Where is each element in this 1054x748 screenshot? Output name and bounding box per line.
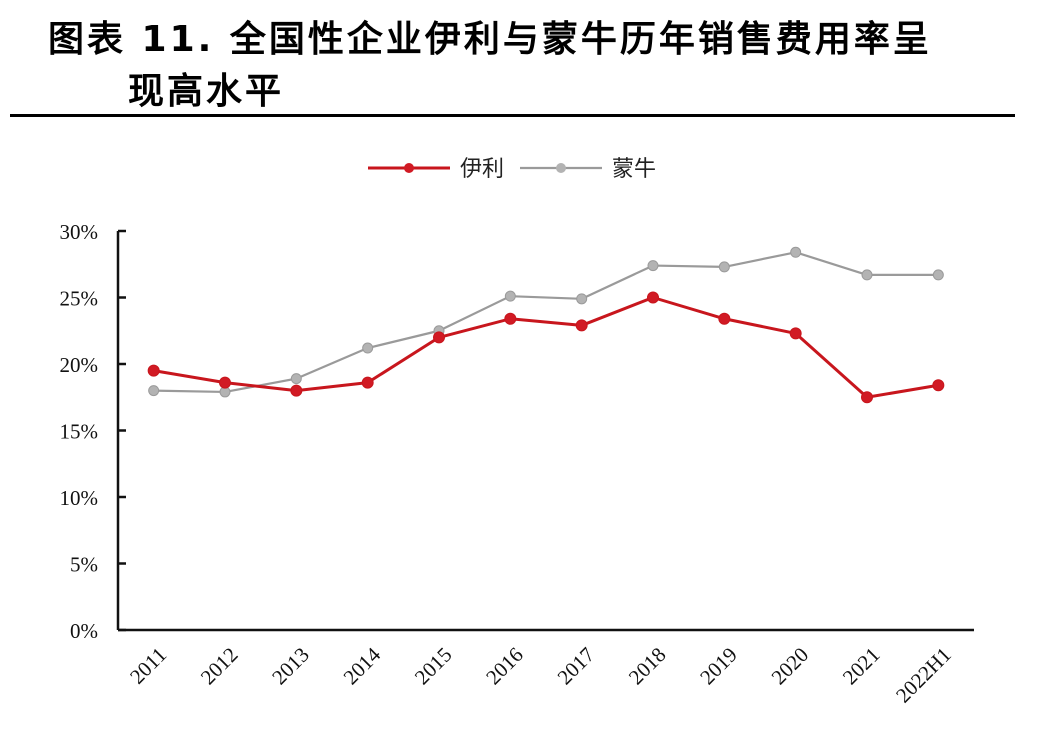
x-tick-label: 2015 bbox=[410, 643, 457, 690]
data-point bbox=[575, 319, 588, 332]
x-tick-label: 2011 bbox=[125, 643, 171, 689]
data-point bbox=[718, 261, 730, 273]
series-line bbox=[153, 251, 939, 394]
y-tick-label: 15% bbox=[60, 420, 99, 444]
y-tick-label: 30% bbox=[60, 220, 99, 244]
data-point bbox=[861, 391, 873, 404]
data-point bbox=[932, 379, 945, 392]
data-point bbox=[932, 269, 944, 281]
legend-label: 伊利 bbox=[460, 157, 504, 182]
x-tick-label: 2012 bbox=[196, 643, 243, 690]
data-point bbox=[647, 291, 659, 304]
x-tick-label: 2022H1 bbox=[891, 643, 956, 708]
legend-item-mengniu: 蒙牛 bbox=[520, 157, 656, 182]
chart-title-line1: 图表 11. 全国性企业伊利与蒙牛历年销售费用率呈 bbox=[48, 19, 932, 60]
x-tick-label: 2020 bbox=[767, 643, 814, 690]
legend-item-yili: 伊利 bbox=[368, 157, 504, 182]
y-tick-label: 0% bbox=[70, 619, 98, 643]
y-tick-label: 25% bbox=[60, 287, 99, 311]
chart-title: 图表 11. 全国性企业伊利与蒙牛历年销售费用率呈 现高水平 bbox=[48, 14, 1028, 118]
x-tick-label: 2013 bbox=[267, 643, 314, 690]
legend-label: 蒙牛 bbox=[612, 157, 656, 182]
series-group bbox=[147, 246, 945, 404]
series-mengniu bbox=[148, 246, 944, 398]
data-point bbox=[290, 384, 303, 397]
data-point bbox=[718, 312, 731, 325]
data-point bbox=[148, 385, 160, 397]
series-line bbox=[153, 296, 939, 399]
y-tick-label: 10% bbox=[60, 486, 99, 510]
x-tick-label: 2016 bbox=[481, 643, 528, 690]
title-divider bbox=[10, 114, 1015, 117]
data-point bbox=[647, 260, 659, 272]
data-point bbox=[361, 376, 374, 389]
data-point bbox=[362, 342, 374, 354]
data-point bbox=[790, 246, 802, 258]
x-tick-label: 2019 bbox=[695, 643, 742, 690]
x-tick-label: 2018 bbox=[624, 643, 671, 690]
data-point bbox=[861, 269, 873, 281]
data-point bbox=[433, 331, 445, 344]
data-point bbox=[504, 312, 517, 325]
data-point bbox=[789, 327, 802, 340]
y-tick-label: 5% bbox=[70, 553, 98, 577]
axes: 0% 5% 10% 15% 20% 25% 30% 2011 2012 2013 2014 2015 2… bbox=[60, 220, 974, 708]
data-point bbox=[219, 376, 231, 389]
x-tick-label: 2021 bbox=[838, 643, 885, 690]
legend: 伊利 蒙牛 bbox=[368, 157, 656, 182]
chart-title-line2: 现高水平 bbox=[128, 71, 285, 112]
legend-marker-icon bbox=[404, 163, 414, 173]
data-point bbox=[504, 290, 516, 302]
x-tick-label: 2017 bbox=[553, 643, 600, 690]
data-point bbox=[147, 364, 160, 377]
y-tick-label: 20% bbox=[60, 353, 99, 377]
data-point bbox=[290, 373, 302, 385]
data-point bbox=[576, 293, 588, 305]
x-tick-label: 2014 bbox=[339, 642, 386, 689]
legend-marker-icon bbox=[556, 163, 566, 173]
series-yili bbox=[147, 291, 945, 404]
